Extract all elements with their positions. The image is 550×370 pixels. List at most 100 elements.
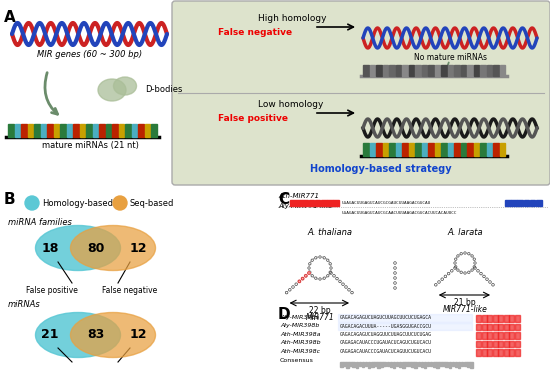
Bar <box>14 124 20 137</box>
Text: Ath-MIR398c: Ath-MIR398c <box>280 349 320 354</box>
Bar <box>503 340 509 347</box>
Bar <box>365 361 367 366</box>
Bar <box>460 65 466 76</box>
Circle shape <box>315 277 317 279</box>
Circle shape <box>301 277 304 280</box>
Circle shape <box>298 280 301 283</box>
Bar <box>363 65 368 76</box>
Text: 12: 12 <box>129 242 147 255</box>
Bar <box>290 200 295 206</box>
Bar <box>382 143 388 156</box>
Bar <box>524 200 529 206</box>
Bar <box>461 361 464 366</box>
Text: CAGAGACAUACCCUGAUACUCAGUCUGUCACU: CAGAGACAUACCCUGAUACUCAGUCUGUCACU <box>340 340 432 346</box>
Circle shape <box>460 271 463 273</box>
Bar <box>476 332 481 339</box>
Bar <box>498 323 503 330</box>
Bar <box>481 323 487 330</box>
Bar <box>338 323 472 330</box>
Text: 21: 21 <box>41 329 59 342</box>
Bar <box>362 361 364 367</box>
Text: miRNAs: miRNAs <box>8 300 41 309</box>
Bar <box>481 315 487 322</box>
Bar <box>509 323 514 330</box>
Bar <box>487 323 492 330</box>
Bar <box>421 361 423 367</box>
Circle shape <box>473 266 475 268</box>
Bar <box>382 65 388 76</box>
Text: GAGACAGAGUCUAGUCUUAGCUUCUCUGAGCA: GAGACAGAGUCUAGUCUUAGCUUCUCUGAGCA <box>340 315 432 320</box>
Bar <box>53 124 59 137</box>
Bar <box>530 200 535 206</box>
Bar <box>145 124 150 137</box>
Bar <box>402 143 408 156</box>
Bar <box>511 200 516 206</box>
Circle shape <box>330 267 332 269</box>
Bar <box>476 323 481 330</box>
Bar <box>380 361 383 367</box>
Circle shape <box>319 278 321 280</box>
Bar <box>503 349 509 356</box>
Bar <box>514 315 520 322</box>
Circle shape <box>473 258 475 260</box>
Bar <box>86 124 91 137</box>
Bar <box>476 349 481 356</box>
Circle shape <box>311 259 313 262</box>
Bar <box>452 361 454 366</box>
Circle shape <box>454 266 457 268</box>
Text: B: B <box>4 192 15 207</box>
Circle shape <box>25 196 39 210</box>
Bar <box>505 200 510 206</box>
Bar <box>138 124 144 137</box>
Bar <box>395 65 401 76</box>
Bar <box>414 361 417 368</box>
Bar <box>396 361 398 366</box>
Bar <box>448 361 451 368</box>
Bar <box>346 361 349 368</box>
Text: High homology: High homology <box>258 14 327 23</box>
Text: Aly-MIR398a: Aly-MIR398a <box>280 315 319 320</box>
Bar <box>492 332 498 339</box>
Bar <box>467 65 472 76</box>
Bar <box>374 361 377 366</box>
Bar <box>436 361 438 368</box>
Text: 83: 83 <box>87 329 104 342</box>
Bar <box>409 65 414 76</box>
Bar <box>370 143 375 156</box>
Circle shape <box>309 271 311 273</box>
Bar <box>376 65 382 76</box>
Text: CAGAGACAUACCCGAUACUCAGUUCUGUCACU: CAGAGACAUACCCGAUACUCAGUUCUGUCACU <box>340 349 432 354</box>
Bar <box>118 124 124 137</box>
Circle shape <box>329 263 331 265</box>
Bar <box>327 200 333 206</box>
Bar <box>474 143 479 156</box>
Bar <box>467 361 470 367</box>
Bar <box>125 124 130 137</box>
Text: False positive: False positive <box>218 114 288 123</box>
Bar <box>503 315 509 322</box>
Bar <box>424 361 426 368</box>
Bar <box>408 361 411 366</box>
Bar <box>470 361 472 368</box>
Bar <box>302 200 308 206</box>
Text: A. larata: A. larata <box>447 228 483 237</box>
Bar <box>417 361 420 366</box>
Bar <box>493 143 498 156</box>
Text: No mature miRNAs: No mature miRNAs <box>414 53 487 62</box>
Text: 80: 80 <box>87 242 104 255</box>
Bar <box>487 332 492 339</box>
Ellipse shape <box>36 313 120 357</box>
Circle shape <box>327 259 329 262</box>
Bar <box>476 340 481 347</box>
Text: D-bodies: D-bodies <box>145 85 183 94</box>
Text: mature miRNAs (21 nt): mature miRNAs (21 nt) <box>42 141 139 150</box>
Circle shape <box>311 275 313 277</box>
Bar <box>338 314 472 322</box>
Bar <box>503 332 509 339</box>
Ellipse shape <box>70 225 156 270</box>
Bar <box>481 340 487 347</box>
Bar <box>370 65 375 76</box>
Bar <box>460 143 466 156</box>
Text: MIR771: MIR771 <box>306 313 334 322</box>
FancyBboxPatch shape <box>172 1 550 185</box>
